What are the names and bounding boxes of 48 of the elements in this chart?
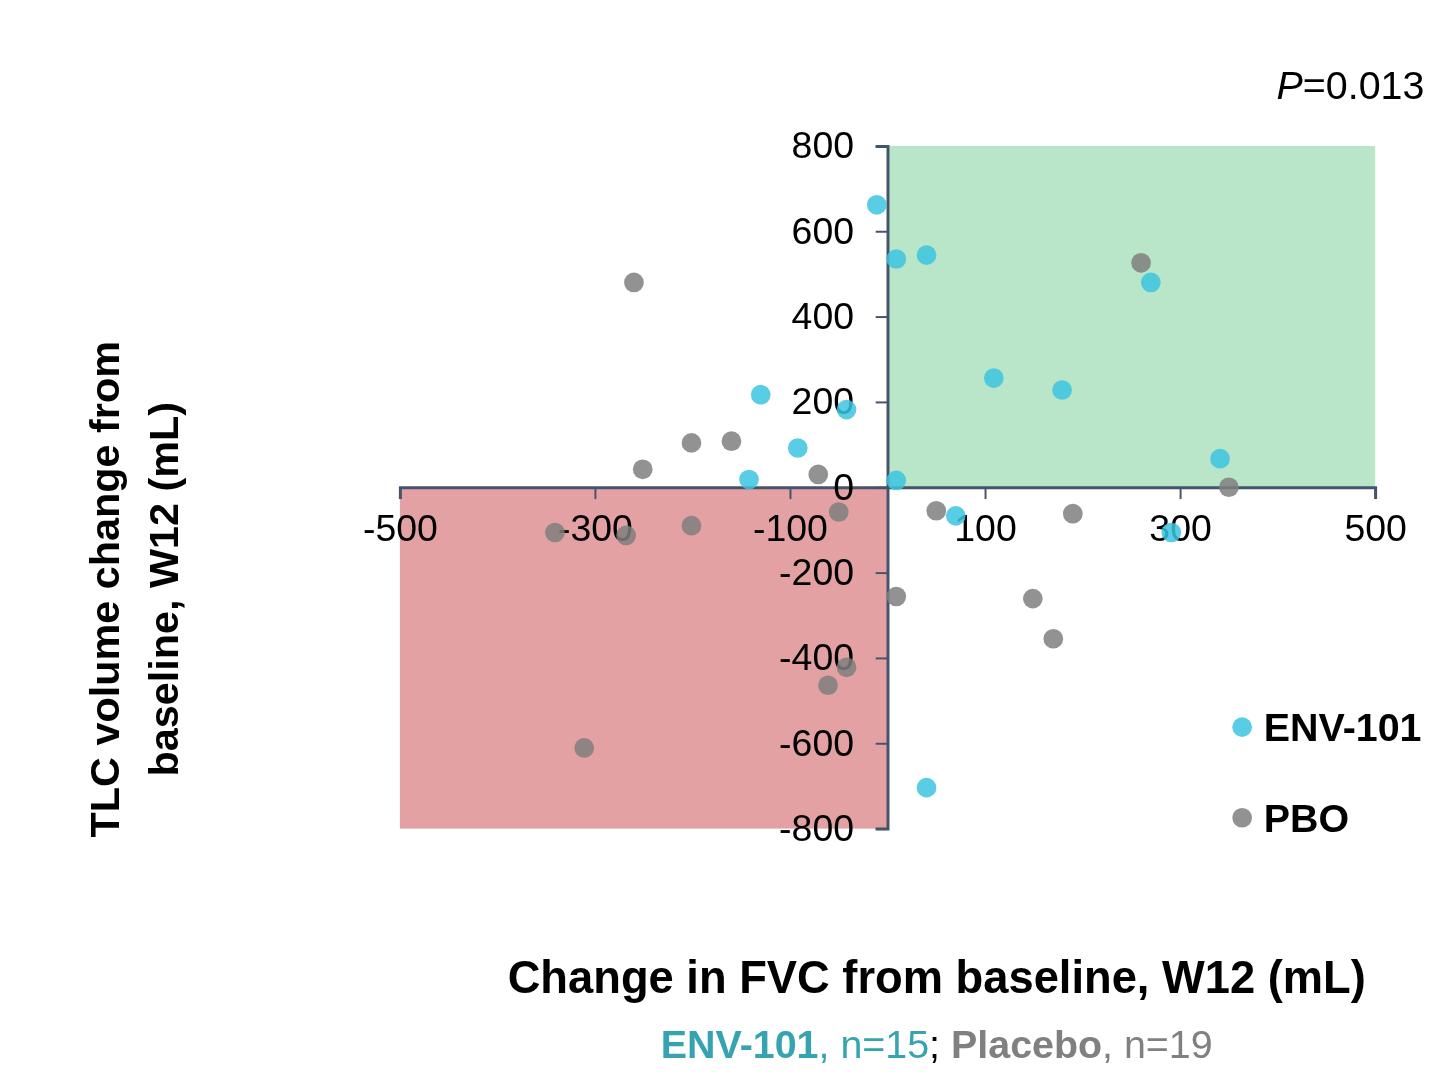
y-tick-label: -400 — [779, 636, 855, 679]
x-tick-label: -300 — [557, 507, 633, 550]
point — [681, 433, 702, 453]
text: ENV-101, n=15; Placebo, n=19 — [660, 1022, 1213, 1067]
y-tick-label: -800 — [779, 807, 855, 850]
y-tick-label: 600 — [791, 209, 855, 252]
x-tick-label: -500 — [362, 507, 438, 550]
point — [750, 384, 771, 405]
y-tick-label: 800 — [791, 124, 855, 167]
point — [624, 272, 644, 293]
point — [632, 459, 653, 480]
x-tick-label: 100 — [954, 507, 1017, 550]
point — [1043, 628, 1064, 649]
text: P=0.013 — [1276, 62, 1425, 107]
point — [739, 469, 759, 490]
point — [886, 249, 907, 269]
point — [1140, 272, 1161, 293]
x-axis-title: Change in FVC from baseline, W12 (mL) — [507, 952, 1366, 1004]
point — [1131, 252, 1151, 273]
point — [1022, 588, 1043, 609]
point — [886, 470, 907, 491]
point — [681, 515, 702, 536]
point — [1210, 448, 1230, 469]
point — [916, 777, 937, 798]
point — [916, 245, 937, 265]
point — [787, 438, 808, 458]
point — [926, 500, 947, 521]
legend-label: PBO — [1263, 795, 1350, 840]
point — [721, 431, 742, 452]
point — [808, 464, 829, 485]
x-tick-label: -100 — [753, 507, 828, 550]
y-tick-label: -600 — [779, 721, 855, 764]
y-tick-label: 200 — [791, 380, 855, 423]
point — [1219, 477, 1239, 498]
x-tick-label: 300 — [1149, 507, 1212, 550]
point — [828, 502, 849, 522]
point — [866, 194, 887, 215]
y-tick-label: -200 — [779, 551, 855, 594]
y-tick-label: 400 — [791, 295, 855, 338]
point — [983, 368, 1004, 388]
point — [886, 586, 907, 607]
point — [574, 738, 595, 758]
point — [1062, 503, 1083, 524]
legend-label: ENV-101 — [1263, 704, 1422, 749]
point — [818, 675, 838, 696]
point — [1052, 380, 1072, 400]
y-axis-title: TLC volume change from baseline, W12 (mL) — [82, 341, 188, 838]
x-tick-label: 500 — [1344, 507, 1407, 550]
